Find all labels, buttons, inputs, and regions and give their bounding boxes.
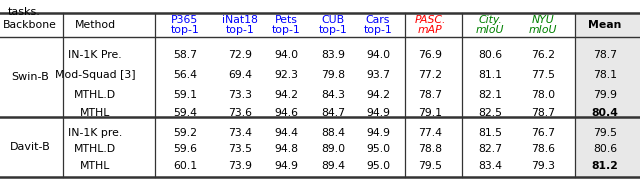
Text: 78.7: 78.7 (531, 108, 555, 118)
Text: 94.8: 94.8 (274, 144, 298, 154)
Text: top-1: top-1 (171, 25, 200, 35)
Text: 69.4: 69.4 (228, 70, 252, 80)
Text: mIoU: mIoU (476, 25, 504, 35)
Text: 78.7: 78.7 (418, 90, 442, 100)
Text: 82.1: 82.1 (478, 90, 502, 100)
Text: 94.4: 94.4 (274, 128, 298, 138)
Text: 79.9: 79.9 (593, 90, 617, 100)
Text: 78.1: 78.1 (593, 70, 617, 80)
Text: 94.9: 94.9 (274, 161, 298, 171)
Text: 94.0: 94.0 (366, 50, 390, 60)
Text: 76.7: 76.7 (531, 128, 555, 138)
Text: 79.5: 79.5 (593, 128, 617, 138)
Text: IN-1K Pre.: IN-1K Pre. (68, 50, 122, 60)
Text: 58.7: 58.7 (173, 50, 197, 60)
Text: 78.0: 78.0 (531, 90, 555, 100)
Text: 88.4: 88.4 (321, 128, 345, 138)
Text: 78.7: 78.7 (593, 50, 617, 60)
Text: 94.9: 94.9 (366, 108, 390, 118)
Text: 59.4: 59.4 (173, 108, 197, 118)
Text: 94.2: 94.2 (274, 90, 298, 100)
Text: 80.4: 80.4 (591, 108, 618, 118)
Text: MTHL: MTHL (80, 108, 110, 118)
Text: 79.8: 79.8 (321, 70, 345, 80)
Text: mAP: mAP (418, 25, 442, 35)
Text: top-1: top-1 (364, 25, 392, 35)
Text: 78.8: 78.8 (418, 144, 442, 154)
Text: 78.6: 78.6 (531, 144, 555, 154)
Text: Pets: Pets (275, 15, 298, 25)
Text: 59.6: 59.6 (173, 144, 197, 154)
Text: top-1: top-1 (319, 25, 348, 35)
Text: 77.4: 77.4 (418, 128, 442, 138)
Text: 81.2: 81.2 (591, 161, 618, 171)
Text: 95.0: 95.0 (366, 144, 390, 154)
Text: 79.5: 79.5 (418, 161, 442, 171)
Text: top-1: top-1 (271, 25, 300, 35)
Text: tasks.: tasks. (8, 7, 41, 17)
Text: CUB: CUB (321, 15, 344, 25)
Text: MTHL.D: MTHL.D (74, 90, 116, 100)
Text: 92.3: 92.3 (274, 70, 298, 80)
Text: City.: City. (478, 15, 502, 25)
Text: IN-1K pre.: IN-1K pre. (68, 128, 122, 138)
Text: P365: P365 (172, 15, 198, 25)
Text: Davit-B: Davit-B (10, 142, 51, 152)
Text: 73.6: 73.6 (228, 108, 252, 118)
Text: 76.9: 76.9 (418, 50, 442, 60)
Text: iNat18: iNat18 (222, 15, 258, 25)
Text: NYU: NYU (532, 15, 554, 25)
Text: 95.0: 95.0 (366, 161, 390, 171)
Text: 79.1: 79.1 (418, 108, 442, 118)
Text: 94.2: 94.2 (366, 90, 390, 100)
Text: Method: Method (74, 20, 116, 30)
Text: 73.5: 73.5 (228, 144, 252, 154)
Text: 94.9: 94.9 (366, 128, 390, 138)
Text: 77.2: 77.2 (418, 70, 442, 80)
Text: Cars: Cars (366, 15, 390, 25)
Text: 94.6: 94.6 (274, 108, 298, 118)
Bar (575, 13, 640, 177)
Text: 76.2: 76.2 (531, 50, 555, 60)
Text: 59.1: 59.1 (173, 90, 197, 100)
Text: top-1: top-1 (226, 25, 254, 35)
Text: 80.6: 80.6 (593, 144, 617, 154)
Text: PASC.: PASC. (414, 15, 445, 25)
Text: 89.0: 89.0 (321, 144, 345, 154)
Text: MTHL.D: MTHL.D (74, 144, 116, 154)
Text: 93.7: 93.7 (366, 70, 390, 80)
Text: Swin-B: Swin-B (11, 72, 49, 82)
Text: Backbone: Backbone (3, 20, 57, 30)
Text: mIoU: mIoU (529, 25, 557, 35)
Text: 79.3: 79.3 (531, 161, 555, 171)
Text: 60.1: 60.1 (173, 161, 197, 171)
Text: 73.3: 73.3 (228, 90, 252, 100)
Text: 83.9: 83.9 (321, 50, 345, 60)
Text: Mod-Squad [3]: Mod-Squad [3] (54, 70, 135, 80)
Text: 84.3: 84.3 (321, 90, 345, 100)
Text: MTHL: MTHL (80, 161, 110, 171)
Text: 81.1: 81.1 (478, 70, 502, 80)
Text: 77.5: 77.5 (531, 70, 555, 80)
Text: 73.9: 73.9 (228, 161, 252, 171)
Text: 83.4: 83.4 (478, 161, 502, 171)
Text: 84.7: 84.7 (321, 108, 345, 118)
Text: 73.4: 73.4 (228, 128, 252, 138)
Text: 56.4: 56.4 (173, 70, 197, 80)
Text: 72.9: 72.9 (228, 50, 252, 60)
Text: 81.5: 81.5 (478, 128, 502, 138)
Text: 82.5: 82.5 (478, 108, 502, 118)
Text: 59.2: 59.2 (173, 128, 197, 138)
Text: Mean: Mean (588, 20, 621, 30)
Text: 89.4: 89.4 (321, 161, 345, 171)
Text: 82.7: 82.7 (478, 144, 502, 154)
Text: 94.0: 94.0 (274, 50, 298, 60)
Text: 80.6: 80.6 (478, 50, 502, 60)
